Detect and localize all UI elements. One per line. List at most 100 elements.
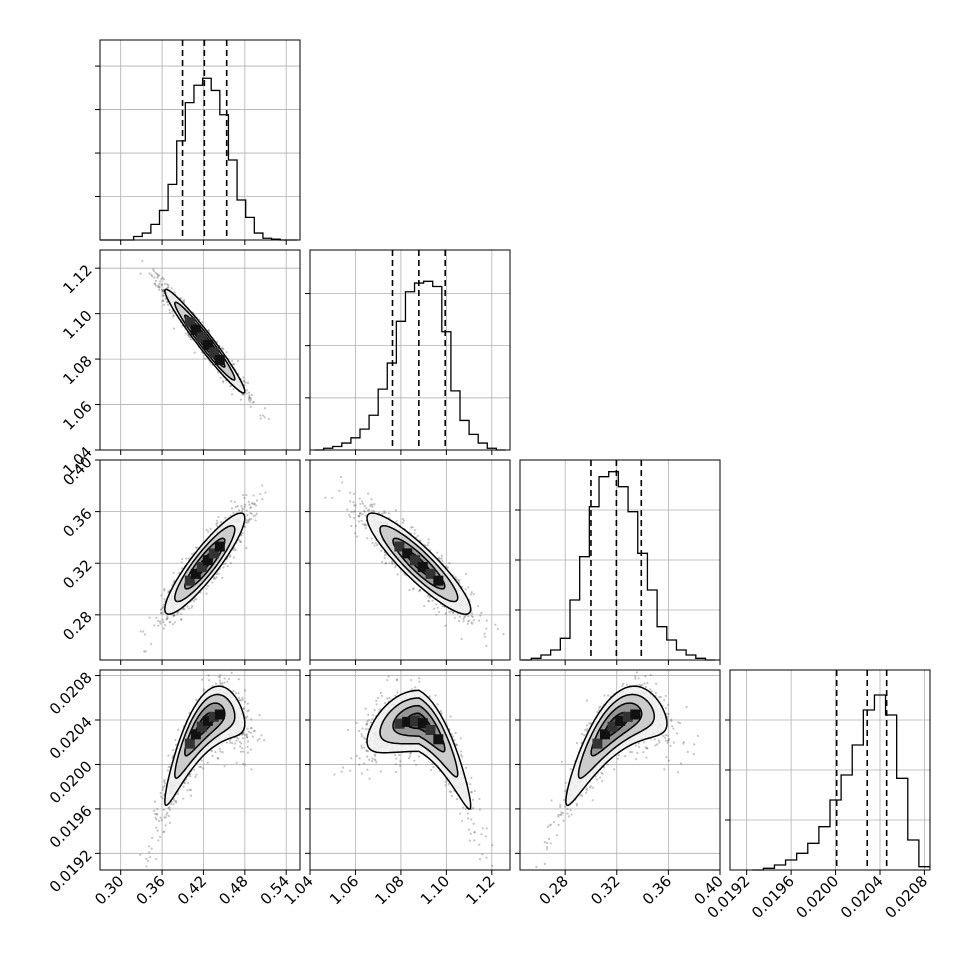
scatter-point xyxy=(410,688,413,691)
scatter-point xyxy=(205,528,208,531)
scatter-point xyxy=(238,699,241,702)
scatter-point xyxy=(473,831,476,834)
scatter-point xyxy=(557,813,560,817)
scatter-point xyxy=(224,562,227,565)
scatter-point xyxy=(393,566,397,569)
scatter-point xyxy=(191,552,194,556)
scatter-point xyxy=(208,330,211,333)
panel-frame xyxy=(309,669,511,871)
scatter-point xyxy=(464,766,468,770)
scatter-point xyxy=(449,715,452,718)
scatter-point xyxy=(233,500,237,504)
scatter-point xyxy=(189,788,192,791)
scatter-point xyxy=(387,675,390,678)
scatter-point xyxy=(473,831,476,834)
scatter-point xyxy=(348,513,351,517)
scatter-point xyxy=(241,732,245,735)
scatter-point xyxy=(459,737,462,740)
scatter-point xyxy=(657,739,660,742)
scatter-point xyxy=(455,798,459,801)
density-peak-cell xyxy=(607,721,618,732)
scatter-point xyxy=(467,615,470,618)
scatter-point xyxy=(188,788,192,791)
scatter-point xyxy=(214,682,218,685)
scatter-point xyxy=(241,531,244,535)
scatter-point xyxy=(440,557,443,560)
scatter-point xyxy=(189,775,192,778)
density-peak-cell xyxy=(433,734,444,745)
scatter-point xyxy=(182,300,185,303)
scatter-point xyxy=(418,588,421,592)
scatter-point xyxy=(167,286,170,289)
scatter-point xyxy=(360,735,363,738)
scatter-point xyxy=(552,820,556,823)
scatter-point xyxy=(636,751,639,755)
scatter-point xyxy=(243,503,247,506)
scatter-point xyxy=(485,856,488,859)
scatter-point xyxy=(246,381,250,384)
scatter-point xyxy=(338,489,341,492)
pair-plot-area xyxy=(310,460,510,660)
scatter-point xyxy=(139,853,142,856)
scatter-point xyxy=(473,839,476,842)
scatter-point xyxy=(407,663,409,665)
scatter-point xyxy=(372,510,376,513)
density-peak-cell xyxy=(190,729,201,740)
scatter-point xyxy=(229,385,232,388)
scatter-point xyxy=(180,561,183,564)
scatter-point xyxy=(249,398,252,402)
scatter-point xyxy=(250,502,254,505)
pair-panel-2-1 xyxy=(309,459,511,661)
scatter-point xyxy=(466,812,469,815)
scatter-point xyxy=(240,733,244,736)
scatter-point xyxy=(162,627,165,630)
scatter-point xyxy=(262,414,265,417)
y-tick-label: 0.0204 xyxy=(46,713,96,763)
scatter-point xyxy=(147,845,151,848)
contour-line xyxy=(184,702,226,757)
scatter-point xyxy=(459,753,463,756)
scatter-point xyxy=(140,879,142,881)
scatter-point xyxy=(485,619,488,622)
scatter-point xyxy=(470,791,473,794)
scatter-point xyxy=(639,665,641,667)
scatter-point xyxy=(637,677,640,680)
scatter-point xyxy=(220,347,223,350)
scatter-point xyxy=(472,593,475,596)
hist-panel-1 xyxy=(305,249,511,451)
scatter-point xyxy=(499,909,501,911)
scatter-point xyxy=(249,748,253,751)
scatter-point xyxy=(218,747,222,750)
scatter-point xyxy=(377,696,380,700)
scatter-point xyxy=(355,754,359,757)
contour-line xyxy=(184,537,226,590)
pair-panel-2-0 xyxy=(99,459,301,661)
contour-line xyxy=(164,685,246,807)
panel-frame xyxy=(309,249,511,451)
scatter-point xyxy=(470,776,473,779)
scatter-point xyxy=(427,599,430,602)
scatter-point xyxy=(395,520,398,523)
scatter-point xyxy=(478,797,481,801)
scatter-point xyxy=(596,711,599,714)
scatter-point xyxy=(427,538,430,541)
scatter-point xyxy=(586,727,589,730)
contour-line xyxy=(164,512,246,615)
scatter-point xyxy=(666,741,669,744)
scatter-point xyxy=(491,864,494,867)
scatter-point xyxy=(458,579,461,582)
scatter-point xyxy=(448,610,451,613)
scatter-point xyxy=(245,389,248,392)
scatter-point xyxy=(251,401,254,404)
scatter-point xyxy=(139,630,142,633)
scatter-point xyxy=(603,766,606,769)
scatter-point xyxy=(234,548,237,552)
scatter-point xyxy=(253,729,256,732)
scatter-point xyxy=(470,615,473,618)
scatter-point xyxy=(246,715,249,718)
scatter-point xyxy=(241,750,245,753)
scatter-point xyxy=(256,739,259,742)
scatter-point xyxy=(168,621,171,624)
scatter-point xyxy=(162,278,165,281)
scatter-point xyxy=(236,505,239,508)
